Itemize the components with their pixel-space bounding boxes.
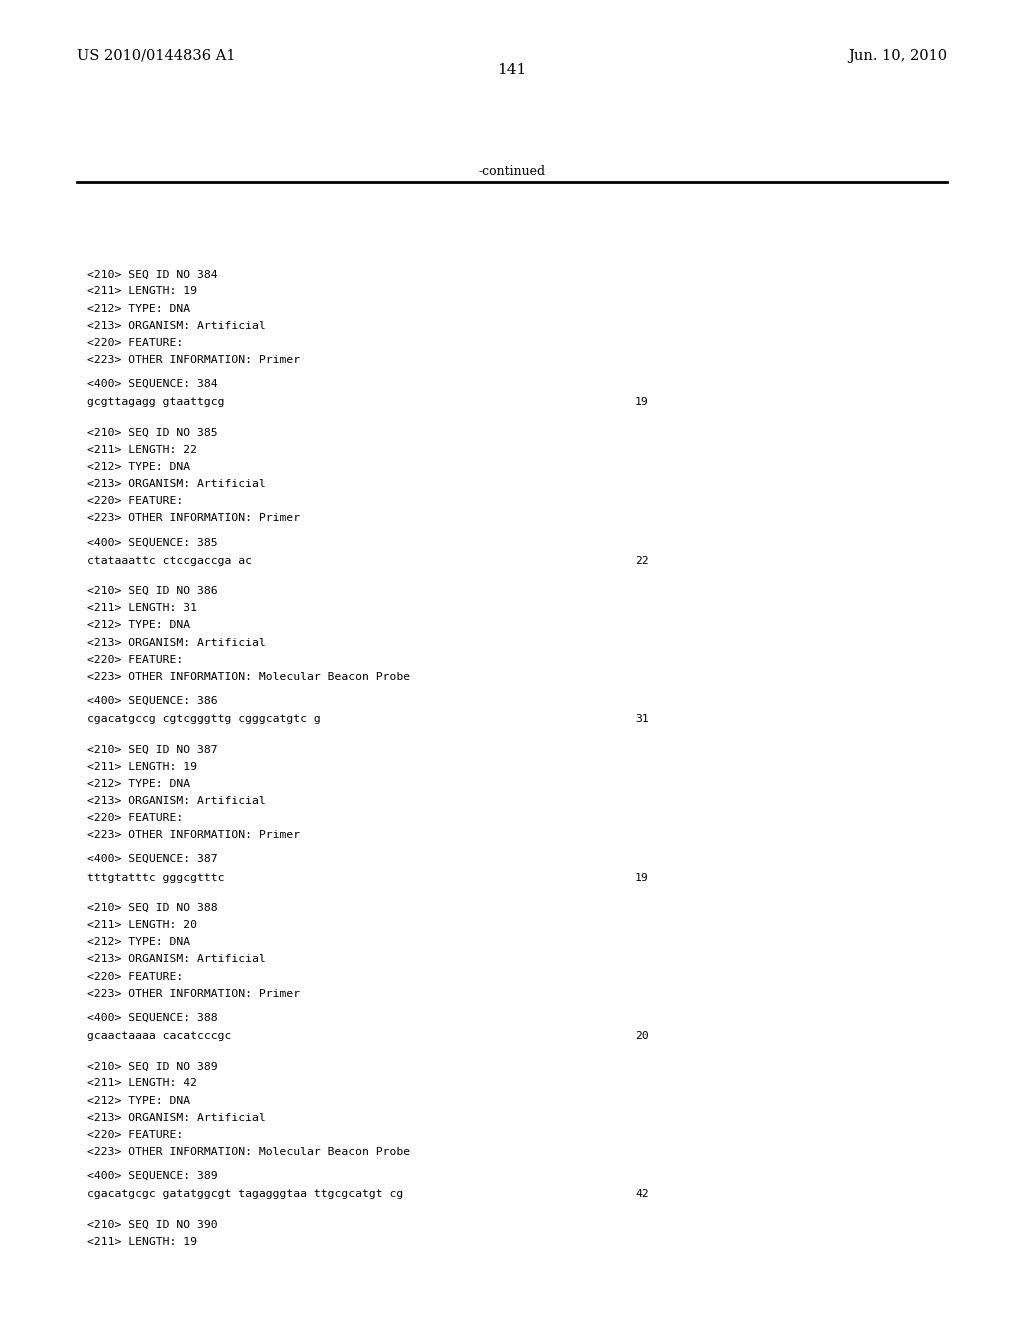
Text: 42: 42 [635,1189,648,1200]
Text: <220> FEATURE:: <220> FEATURE: [87,496,183,507]
Text: <210> SEQ ID NO 390: <210> SEQ ID NO 390 [87,1220,218,1230]
Text: 141: 141 [498,63,526,78]
Text: cgacatgcgc gatatggcgt tagagggtaa ttgcgcatgt cg: cgacatgcgc gatatggcgt tagagggtaa ttgcgca… [87,1189,403,1200]
Text: <220> FEATURE:: <220> FEATURE: [87,972,183,982]
Text: <220> FEATURE:: <220> FEATURE: [87,338,183,348]
Text: 22: 22 [635,556,648,566]
Text: 19: 19 [635,873,648,883]
Text: <400> SEQUENCE: 386: <400> SEQUENCE: 386 [87,696,218,706]
Text: <400> SEQUENCE: 389: <400> SEQUENCE: 389 [87,1171,218,1181]
Text: <223> OTHER INFORMATION: Primer: <223> OTHER INFORMATION: Primer [87,355,300,366]
Text: <211> LENGTH: 19: <211> LENGTH: 19 [87,762,197,772]
Text: <211> LENGTH: 22: <211> LENGTH: 22 [87,445,197,455]
Text: <400> SEQUENCE: 384: <400> SEQUENCE: 384 [87,379,218,389]
Text: 20: 20 [635,1031,648,1041]
Text: <223> OTHER INFORMATION: Molecular Beacon Probe: <223> OTHER INFORMATION: Molecular Beaco… [87,672,411,682]
Text: <210> SEQ ID NO 384: <210> SEQ ID NO 384 [87,269,218,280]
Text: <220> FEATURE:: <220> FEATURE: [87,1130,183,1140]
Text: <210> SEQ ID NO 388: <210> SEQ ID NO 388 [87,903,218,913]
Text: <211> LENGTH: 19: <211> LENGTH: 19 [87,286,197,297]
Text: cgacatgccg cgtcgggttg cgggcatgtc g: cgacatgccg cgtcgggttg cgggcatgtc g [87,714,321,725]
Text: <220> FEATURE:: <220> FEATURE: [87,813,183,824]
Text: <213> ORGANISM: Artificial: <213> ORGANISM: Artificial [87,479,266,490]
Text: ctataaattc ctccgaccga ac: ctataaattc ctccgaccga ac [87,556,252,566]
Text: <223> OTHER INFORMATION: Primer: <223> OTHER INFORMATION: Primer [87,830,300,841]
Text: <211> LENGTH: 19: <211> LENGTH: 19 [87,1237,197,1247]
Text: <213> ORGANISM: Artificial: <213> ORGANISM: Artificial [87,1113,266,1123]
Text: tttgtatttc gggcgtttc: tttgtatttc gggcgtttc [87,873,224,883]
Text: <211> LENGTH: 42: <211> LENGTH: 42 [87,1078,197,1089]
Text: <400> SEQUENCE: 387: <400> SEQUENCE: 387 [87,854,218,865]
Text: <223> OTHER INFORMATION: Primer: <223> OTHER INFORMATION: Primer [87,513,300,524]
Text: <223> OTHER INFORMATION: Primer: <223> OTHER INFORMATION: Primer [87,989,300,999]
Text: <213> ORGANISM: Artificial: <213> ORGANISM: Artificial [87,954,266,965]
Text: Jun. 10, 2010: Jun. 10, 2010 [848,49,947,63]
Text: <210> SEQ ID NO 386: <210> SEQ ID NO 386 [87,586,218,597]
Text: -continued: -continued [478,165,546,178]
Text: <212> TYPE: DNA: <212> TYPE: DNA [87,779,190,789]
Text: <212> TYPE: DNA: <212> TYPE: DNA [87,1096,190,1106]
Text: <211> LENGTH: 31: <211> LENGTH: 31 [87,603,197,614]
Text: <400> SEQUENCE: 388: <400> SEQUENCE: 388 [87,1012,218,1023]
Text: <210> SEQ ID NO 389: <210> SEQ ID NO 389 [87,1061,218,1072]
Text: <213> ORGANISM: Artificial: <213> ORGANISM: Artificial [87,796,266,807]
Text: <212> TYPE: DNA: <212> TYPE: DNA [87,462,190,473]
Text: <220> FEATURE:: <220> FEATURE: [87,655,183,665]
Text: <211> LENGTH: 20: <211> LENGTH: 20 [87,920,197,931]
Text: <212> TYPE: DNA: <212> TYPE: DNA [87,304,190,314]
Text: <210> SEQ ID NO 385: <210> SEQ ID NO 385 [87,428,218,438]
Text: 31: 31 [635,714,648,725]
Text: <213> ORGANISM: Artificial: <213> ORGANISM: Artificial [87,638,266,648]
Text: <400> SEQUENCE: 385: <400> SEQUENCE: 385 [87,537,218,548]
Text: <213> ORGANISM: Artificial: <213> ORGANISM: Artificial [87,321,266,331]
Text: gcgttagagg gtaattgcg: gcgttagagg gtaattgcg [87,397,224,408]
Text: gcaactaaaa cacatcccgc: gcaactaaaa cacatcccgc [87,1031,231,1041]
Text: <210> SEQ ID NO 387: <210> SEQ ID NO 387 [87,744,218,755]
Text: 19: 19 [635,397,648,408]
Text: <212> TYPE: DNA: <212> TYPE: DNA [87,937,190,948]
Text: <212> TYPE: DNA: <212> TYPE: DNA [87,620,190,631]
Text: <223> OTHER INFORMATION: Molecular Beacon Probe: <223> OTHER INFORMATION: Molecular Beaco… [87,1147,411,1158]
Text: US 2010/0144836 A1: US 2010/0144836 A1 [77,49,236,63]
